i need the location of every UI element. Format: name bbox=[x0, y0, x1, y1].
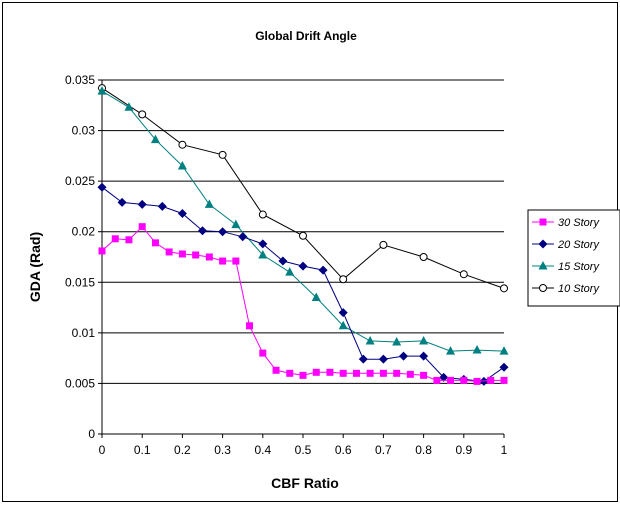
data-point bbox=[340, 276, 347, 283]
legend-label: 15 Story bbox=[558, 261, 600, 273]
data-point bbox=[232, 258, 239, 265]
legend-label: 30 Story bbox=[558, 217, 600, 229]
y-tick-label: 0.03 bbox=[72, 124, 96, 138]
data-point bbox=[326, 369, 333, 376]
x-axis-label: CBF Ratio bbox=[271, 475, 339, 491]
data-point bbox=[112, 235, 119, 242]
data-point bbox=[259, 350, 266, 357]
x-tick-label: 0.7 bbox=[375, 443, 392, 457]
x-tick-label: 0.6 bbox=[335, 443, 352, 457]
data-point bbox=[259, 211, 266, 218]
legend-marker bbox=[540, 285, 547, 292]
data-point bbox=[166, 248, 173, 255]
data-point bbox=[433, 377, 440, 384]
legend: 30 Story 20 Story 15 Story 10 Story bbox=[528, 210, 620, 306]
data-point bbox=[139, 223, 146, 230]
legend-marker bbox=[540, 219, 547, 226]
data-point bbox=[420, 372, 427, 379]
data-point bbox=[152, 239, 159, 246]
y-tick-label: 0.01 bbox=[72, 326, 96, 340]
data-point bbox=[460, 377, 467, 384]
y-tick-label: 0.02 bbox=[72, 225, 96, 239]
y-tick-label: 0.015 bbox=[65, 275, 95, 289]
data-point bbox=[474, 378, 481, 385]
y-axis-label: GDA (Rad) bbox=[27, 232, 43, 302]
legend-label: 20 Story bbox=[557, 239, 600, 251]
y-tick-label: 0 bbox=[88, 427, 95, 441]
data-point bbox=[300, 232, 307, 239]
chart-title: Global Drift Angle bbox=[255, 29, 357, 43]
data-point bbox=[125, 236, 132, 243]
data-point bbox=[300, 372, 307, 379]
data-point bbox=[179, 250, 186, 257]
y-tick-label: 0.035 bbox=[65, 73, 95, 87]
data-point bbox=[487, 377, 494, 384]
data-point bbox=[313, 369, 320, 376]
data-point bbox=[420, 254, 427, 261]
data-point bbox=[246, 322, 253, 329]
data-point bbox=[367, 370, 374, 377]
data-point bbox=[179, 141, 186, 148]
x-tick-label: 1 bbox=[501, 443, 508, 457]
data-point bbox=[460, 271, 467, 278]
legend-label: 10 Story bbox=[558, 283, 600, 295]
data-point bbox=[501, 285, 508, 292]
data-point bbox=[353, 370, 360, 377]
data-point bbox=[192, 251, 199, 258]
x-tick-label: 0.9 bbox=[455, 443, 472, 457]
x-tick-label: 0 bbox=[99, 443, 106, 457]
data-point bbox=[219, 151, 226, 158]
data-point bbox=[139, 111, 146, 118]
data-point bbox=[340, 370, 347, 377]
data-point bbox=[393, 370, 400, 377]
data-point bbox=[219, 258, 226, 265]
x-tick-label: 0.2 bbox=[174, 443, 191, 457]
x-tick-label: 0.8 bbox=[415, 443, 432, 457]
data-point bbox=[501, 377, 508, 384]
data-point bbox=[273, 367, 280, 374]
x-tick-label: 0.1 bbox=[134, 443, 151, 457]
y-tick-label: 0.005 bbox=[65, 376, 95, 390]
data-point bbox=[380, 241, 387, 248]
x-tick-label: 0.5 bbox=[295, 443, 312, 457]
data-point bbox=[206, 254, 213, 261]
data-point bbox=[286, 370, 293, 377]
data-point bbox=[447, 377, 454, 384]
data-point bbox=[380, 370, 387, 377]
data-point bbox=[407, 371, 414, 378]
x-tick-label: 0.4 bbox=[254, 443, 271, 457]
data-point bbox=[99, 247, 106, 254]
y-tick-label: 0.025 bbox=[65, 174, 95, 188]
x-tick-label: 0.3 bbox=[214, 443, 231, 457]
